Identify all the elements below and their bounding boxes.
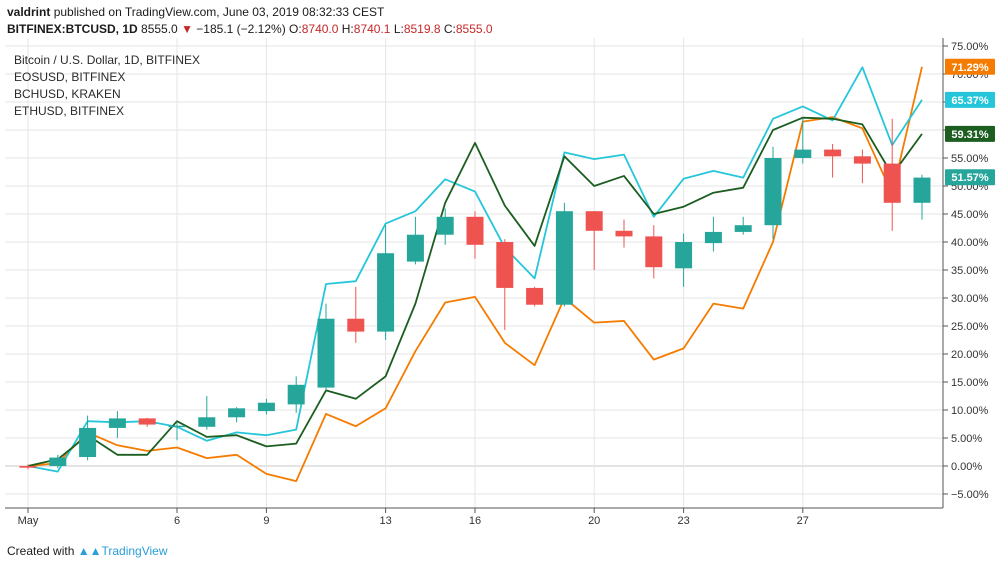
eth-last-badge: [945, 125, 995, 142]
open-label: O:: [289, 22, 302, 36]
y-tick-label: 25.00%: [951, 321, 989, 333]
last-price: 8555.0: [141, 22, 178, 36]
y-tick-label: 55.00%: [951, 153, 989, 165]
bch-last-badge: [945, 91, 995, 108]
candle-body[interactable]: [49, 457, 67, 466]
y-tick-label: 10.00%: [951, 405, 989, 417]
high-value: 8740.1: [353, 22, 391, 36]
y-tick-label: 75.00%: [951, 41, 989, 53]
eos-last-badge: [945, 58, 995, 75]
x-tick-label: 20: [588, 515, 600, 527]
eos-last-badge-label: 71.29%: [951, 62, 989, 74]
y-tick-label: 0.00%: [951, 461, 982, 473]
eos-line[interactable]: [27, 66, 923, 483]
open-value: 8740.0: [301, 22, 339, 36]
candle-body[interactable]: [287, 384, 305, 405]
eth-line[interactable]: [27, 116, 923, 467]
tradingview-brand[interactable]: TradingView: [101, 544, 168, 558]
legend-main[interactable]: Bitcoin / U.S. Dollar, 1D, BITFINEX: [14, 53, 201, 67]
x-tick-label: 16: [469, 515, 481, 527]
candle-body[interactable]: [764, 158, 782, 226]
x-tick-label: 23: [677, 515, 689, 527]
candle-body[interactable]: [645, 236, 663, 268]
candle-body[interactable]: [913, 177, 931, 203]
tradingview-logo-icon[interactable]: ▲▲: [77, 544, 102, 558]
candle-body[interactable]: [853, 156, 871, 164]
candle-body[interactable]: [794, 149, 812, 158]
y-tick-label: 45.00%: [951, 209, 989, 221]
candle-body[interactable]: [436, 216, 454, 235]
y-tick-label: 30.00%: [951, 293, 989, 305]
btc-last-badge-label: 51.57%: [951, 172, 989, 184]
candle-body[interactable]: [496, 242, 514, 288]
legend-eos[interactable]: EOSUSD, BITFINEX: [14, 70, 126, 84]
candle-body[interactable]: [883, 163, 901, 203]
y-tick-label: −5.00%: [951, 489, 989, 501]
x-tick-label: 9: [263, 515, 269, 527]
candle-body[interactable]: [347, 318, 365, 332]
publish-info: valdrint published on TradingView.com, J…: [7, 5, 384, 19]
candle-body[interactable]: [585, 211, 603, 231]
ohlc-header: BITFINEX:BTCUSD, 1D 8555.0 ▼ −185.1 (−2.…: [7, 22, 493, 36]
candle-body[interactable]: [168, 425, 186, 428]
price-change: −185.1 (−2.12%): [196, 22, 286, 36]
y-tick-label: 35.00%: [951, 265, 989, 277]
candle-body[interactable]: [198, 417, 216, 427]
close-value: 8555.0: [455, 22, 493, 36]
candle-body[interactable]: [526, 287, 544, 305]
y-tick-label: 15.00%: [951, 377, 989, 389]
legend-bch[interactable]: BCHUSD, KRAKEN: [14, 87, 121, 101]
candle-body[interactable]: [257, 402, 275, 412]
candle-body[interactable]: [704, 231, 722, 244]
candle-body[interactable]: [377, 253, 395, 332]
symbol-title: BITFINEX:BTCUSD, 1D: [7, 22, 138, 36]
y-tick-label: 40.00%: [951, 237, 989, 249]
x-tick-label: 27: [797, 515, 809, 527]
candle-body[interactable]: [675, 242, 693, 269]
candle-body[interactable]: [734, 225, 752, 232]
down-arrow-icon: ▼: [181, 22, 193, 36]
low-label: L:: [393, 22, 404, 36]
candle-body[interactable]: [555, 211, 573, 305]
high-label: H:: [341, 22, 354, 36]
btc-last-badge: [945, 169, 995, 186]
candle-body[interactable]: [138, 418, 156, 425]
plot-area[interactable]: [5, 38, 943, 508]
footer: Created with ▲▲TradingView: [7, 544, 168, 558]
legend-eth[interactable]: ETHUSD, BITFINEX: [14, 104, 125, 118]
candle-body[interactable]: [317, 318, 335, 388]
close-label: C:: [443, 22, 456, 36]
candle-body[interactable]: [19, 466, 37, 468]
y-tick-label: 20.00%: [951, 349, 989, 361]
candle-body[interactable]: [466, 216, 484, 245]
candle-body[interactable]: [615, 230, 633, 237]
candle-body[interactable]: [228, 408, 246, 418]
low-value: 8519.8: [403, 22, 441, 36]
candle-body[interactable]: [824, 149, 842, 157]
y-tick-label: 5.00%: [951, 433, 982, 445]
author-name[interactable]: valdrint: [7, 5, 51, 19]
created-with: Created with: [7, 544, 75, 558]
x-tick-label: 13: [379, 515, 391, 527]
bch-last-badge-label: 65.37%: [951, 95, 989, 107]
candle-body[interactable]: [108, 418, 126, 428]
publish-date: published on TradingView.com, June 03, 2…: [53, 5, 385, 19]
x-tick-label: 6: [174, 515, 180, 527]
x-tick-label: May: [18, 515, 39, 527]
eth-last-badge-label: 59.31%: [951, 129, 989, 141]
candle-body[interactable]: [406, 234, 424, 262]
candle-body[interactable]: [79, 427, 97, 458]
